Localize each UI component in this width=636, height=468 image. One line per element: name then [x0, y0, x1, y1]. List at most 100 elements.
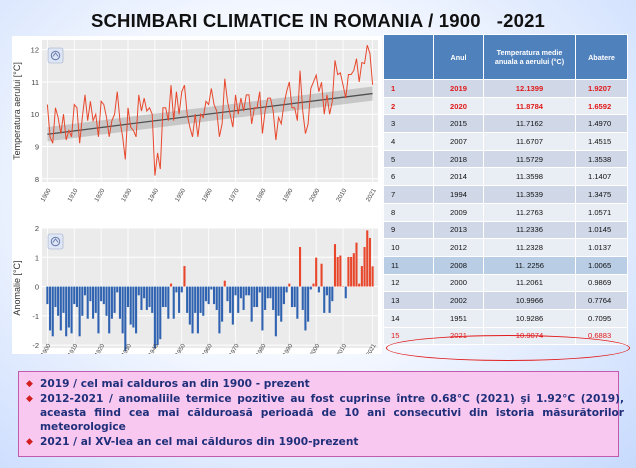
anomaly-bar	[350, 256, 353, 287]
rank-cell: 4	[383, 132, 434, 151]
anomaly-bar	[113, 286, 116, 313]
anomaly-bar	[366, 230, 369, 287]
rank-cell: 7	[383, 185, 434, 204]
anomaly-bar	[75, 286, 78, 308]
year-cell: 2012	[433, 238, 484, 257]
x-tick-label: 2010	[335, 187, 348, 203]
anomaly-bar	[78, 286, 81, 337]
x-tick-label: 1910	[67, 343, 79, 354]
header-deviation: Abatere	[575, 34, 628, 80]
anomaly-bar	[288, 283, 291, 287]
table-header-row: Anul Temperatura medie anuala a aerului …	[383, 34, 628, 80]
temperature-cell: 11.6707	[483, 132, 576, 151]
anomaly-bar	[293, 286, 296, 308]
x-tick-label: 1900	[41, 343, 53, 354]
anomaly-bar	[363, 247, 366, 287]
anomaly-bar	[175, 286, 178, 293]
anomaly-bar	[97, 286, 100, 334]
anomaly-bar	[180, 286, 183, 293]
note-item: ◆ 2012-2021 / anomaliile termice pozitiv…	[26, 392, 624, 434]
anomaly-bar	[258, 286, 261, 293]
rank-cell: 3	[383, 114, 434, 134]
x-tick-label: 1950	[175, 343, 187, 354]
anomaly-bar	[57, 286, 60, 316]
anomaly-bar	[51, 286, 54, 337]
deviation-cell: 1.0145	[575, 220, 628, 240]
anomaly-bar	[255, 286, 259, 308]
temperature-cell: 10.9074	[483, 326, 576, 346]
anomaly-bar	[100, 286, 103, 302]
anomaly-bar	[59, 286, 62, 331]
header-temperature: Temperatura medie anuala a aerului (°C)	[483, 34, 576, 80]
anomaly-bar	[148, 286, 151, 308]
temperature-series-line	[46, 45, 374, 176]
deviation-cell: 0.7764	[575, 291, 628, 310]
table-row: 9 2013 11.2336 1.0145	[383, 220, 628, 240]
temperature-cell: 11.7162	[483, 114, 576, 134]
table-row: 13 2002 10.9966 0.7764	[383, 291, 628, 310]
anomaly-bar	[250, 286, 253, 322]
anomaly-bar	[298, 247, 302, 287]
anomaly-bar	[62, 286, 65, 313]
temperature-cell: 11.2328	[483, 238, 576, 257]
anomaly-bar	[202, 286, 205, 316]
anomaly-bar	[323, 286, 326, 313]
rank-cell: 6	[383, 167, 434, 187]
anomaly-bar	[371, 266, 374, 287]
year-cell: 2020	[433, 96, 484, 116]
anomaly-bar	[108, 286, 111, 334]
temperature-cell: 10.9286	[483, 308, 576, 328]
header-rank	[383, 34, 434, 80]
anomaly-bar	[132, 286, 135, 328]
note-text: 2019 / cel mai calduros an din 1900 - pr…	[40, 378, 310, 390]
y-tick-label: 9	[35, 143, 39, 152]
x-tick-label: 1990	[281, 187, 294, 203]
year-cell: 2007	[433, 132, 484, 151]
deviation-cell: 1.1407	[575, 167, 628, 187]
anomaly-bar	[215, 286, 218, 310]
year-cell: 2013	[433, 220, 484, 240]
x-tick-label: 1970	[228, 187, 241, 203]
anomaly-bar	[172, 286, 175, 319]
deviation-cell: 1.4515	[575, 132, 628, 151]
anomaly-bar	[261, 286, 264, 331]
year-cell: 2009	[433, 202, 484, 222]
x-tick-label: 1980	[255, 187, 268, 203]
anomaly-bar	[140, 286, 143, 310]
deviation-cell: 0.9869	[575, 273, 628, 293]
table-row: 7 1994 11.3539 1.3475	[383, 185, 628, 204]
x-tick-label: 1900	[40, 187, 53, 203]
anomaly-bar	[358, 283, 361, 287]
anomaly-bar	[54, 286, 57, 308]
anomaly-bar	[277, 286, 280, 316]
y-tick-label: 8	[35, 175, 39, 184]
anomaly-bar	[226, 286, 229, 302]
temperature-cell: 11.3598	[483, 167, 576, 187]
note-text: 2021 / al XV-lea an cel mai călduros din…	[40, 436, 359, 448]
anomaly-bar	[204, 286, 208, 302]
anomaly-bar	[167, 286, 170, 319]
anomaly-bar	[307, 286, 310, 322]
diamond-bullet-icon: ◆	[26, 437, 33, 447]
deviation-cell: 1.3475	[575, 185, 628, 204]
deviation-cell: 1.9207	[575, 79, 628, 98]
header-year: Anul	[433, 34, 484, 80]
anomaly-bar	[121, 286, 124, 334]
x-tick-label: 2021	[365, 187, 378, 203]
anomaly-bar	[312, 283, 315, 287]
year-cell: 2008	[433, 255, 484, 275]
anomaly-bar	[320, 263, 323, 287]
table-row: 1 2019 12.1399 1.9207	[383, 79, 628, 98]
anomaly-bar	[188, 286, 191, 325]
notes-box: ◆ 2019 / cel mai calduros an din 1900 - …	[18, 371, 624, 457]
table-row: 15 2021 10.9074 0.6883	[383, 326, 628, 346]
temperature-cell: 11. 2256	[483, 255, 576, 275]
x-tick-label: 2000	[309, 343, 321, 354]
anomaly-bar	[253, 286, 256, 308]
anomaly-bar	[269, 286, 272, 299]
anomaly-bar	[231, 286, 234, 325]
anomaly-bar	[102, 286, 105, 305]
x-tick-label: 1930	[120, 187, 133, 203]
anomaly-bar	[274, 286, 277, 337]
anomaly-bar	[196, 286, 199, 334]
